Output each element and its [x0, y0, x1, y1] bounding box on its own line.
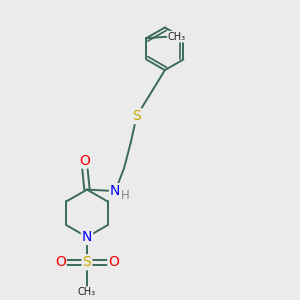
Text: CH₃: CH₃	[78, 287, 96, 297]
Text: O: O	[79, 154, 90, 167]
Text: O: O	[55, 255, 66, 269]
Text: S: S	[82, 255, 91, 269]
Text: S: S	[132, 109, 141, 123]
Text: N: N	[82, 230, 92, 244]
Text: H: H	[121, 189, 130, 202]
Text: N: N	[110, 184, 120, 198]
Text: O: O	[108, 255, 119, 269]
Text: CH₃: CH₃	[168, 32, 186, 42]
